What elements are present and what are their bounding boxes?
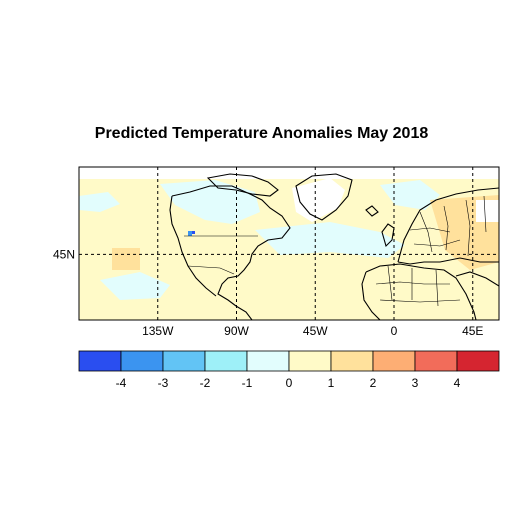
colorbar-tick-label-3: -1 [242, 376, 253, 390]
warm-patch-pacific [112, 248, 140, 270]
strong-cool-pixel [188, 231, 192, 236]
cool-patch-alaska [79, 192, 120, 212]
coastlines [169, 173, 499, 320]
colorbar-swatch-2 [162, 350, 206, 372]
arabia-coast [455, 271, 499, 287]
cool-patch-norway-sea [380, 180, 440, 210]
colorbar-tick-labels: -4 -3 -2 -1 0 1 2 3 4 [116, 376, 461, 390]
cool-patch-pacific [100, 272, 170, 300]
africa-coast [361, 263, 477, 320]
colorbar-tick-label-6: 2 [370, 376, 377, 390]
europe-borders [409, 195, 487, 257]
colorbar-tick-label-7: 3 [412, 376, 419, 390]
no-data-top-band [79, 167, 499, 179]
us-mexico-border [187, 265, 235, 275]
latitude-labels: 45N [53, 247, 75, 261]
cool-patch-atlantic [255, 222, 405, 258]
colorbar-tick-label-1: -3 [158, 376, 169, 390]
europe-coast [397, 187, 499, 265]
lon-label-1: 90W [224, 324, 249, 338]
colorbar-tick-label-5: 1 [328, 376, 335, 390]
colorbar-swatch-0 [78, 350, 122, 372]
colorbar-tick-label-8: 4 [454, 376, 461, 390]
map-plot-area [79, 167, 499, 320]
lat-label-0: 45N [53, 247, 75, 261]
colorbar-swatch-7 [372, 350, 416, 372]
greenland-outline [295, 173, 353, 221]
north-america-west-coast [169, 195, 217, 297]
strong-cool-pixel-2 [192, 231, 195, 234]
chart-title: Predicted Temperature Anomalies May 2018 [94, 125, 429, 142]
colorbar-tick-label-2: -2 [200, 376, 211, 390]
colorbar-tick-label-0: -4 [116, 376, 127, 390]
colorbar-swatch-6 [330, 350, 374, 372]
north-america-coast [171, 185, 291, 320]
cool-patch-greenland [292, 178, 345, 222]
gridlines [79, 167, 499, 320]
colorbar-swatch-8 [414, 350, 458, 372]
longitude-labels: 135W 90W 45W 0 45E [142, 324, 483, 338]
country-borders [184, 195, 487, 307]
lon-label-3: 0 [391, 324, 398, 338]
no-data-patch-east [476, 200, 499, 222]
colorbar-swatch-3 [204, 350, 248, 372]
cool-patch-canada [160, 180, 260, 224]
colorbar [78, 350, 500, 372]
arctic-archipelago [206, 173, 279, 197]
british-isles-outline [381, 223, 395, 248]
colorbar-tick-label-4: 0 [286, 376, 293, 390]
colorbar-swatch-1 [120, 350, 164, 372]
lon-label-0: 135W [142, 324, 174, 338]
colorbar-swatch-4 [246, 350, 290, 372]
iceland-outline [365, 205, 379, 217]
lon-label-2: 45W [303, 324, 328, 338]
colorbar-swatch-5 [288, 350, 332, 372]
colorbar-swatch-9 [456, 350, 500, 372]
map-frame [78, 166, 500, 321]
lon-label-4: 45E [462, 324, 483, 338]
africa-borders [375, 265, 461, 307]
